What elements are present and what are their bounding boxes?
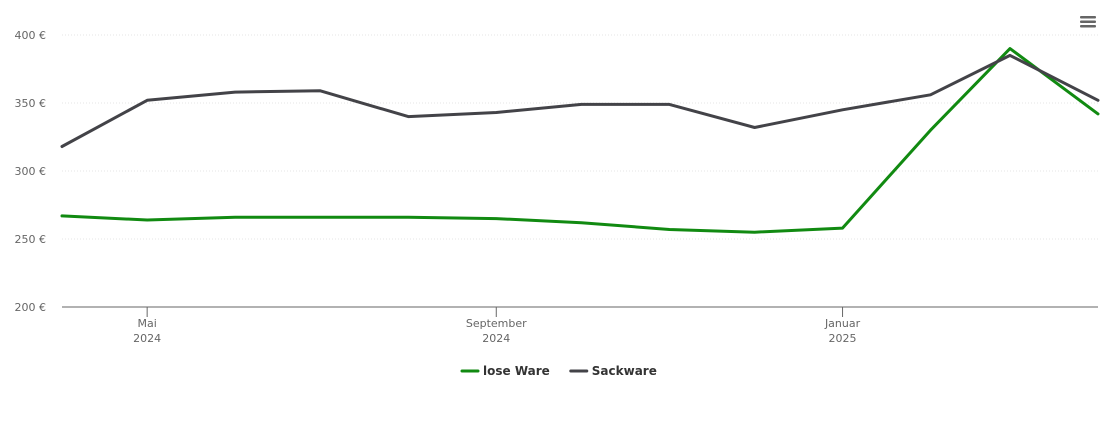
menu-bar[interactable] [1080, 20, 1096, 24]
series-line [60, 53, 1100, 148]
legend-label[interactable]: Sackware [592, 364, 657, 378]
x-tick-label: Mai 2024 [133, 317, 161, 345]
menu-button[interactable] [1079, 15, 1097, 29]
y-tick-label: 350 € [15, 97, 47, 110]
x-tick-label: September 2024 [466, 317, 527, 345]
y-tick-label: 200 € [15, 301, 47, 314]
menu-bar[interactable] [1080, 25, 1096, 28]
y-tick-label: 250 € [15, 233, 47, 246]
legend-label[interactable]: lose Ware [483, 364, 550, 378]
x-tick-label: Januar 2025 [824, 317, 861, 345]
menu-bar[interactable] [1080, 16, 1096, 19]
y-tick-label: 300 € [15, 165, 47, 178]
y-tick-label: 400 € [15, 29, 47, 42]
series-line [60, 47, 1100, 234]
